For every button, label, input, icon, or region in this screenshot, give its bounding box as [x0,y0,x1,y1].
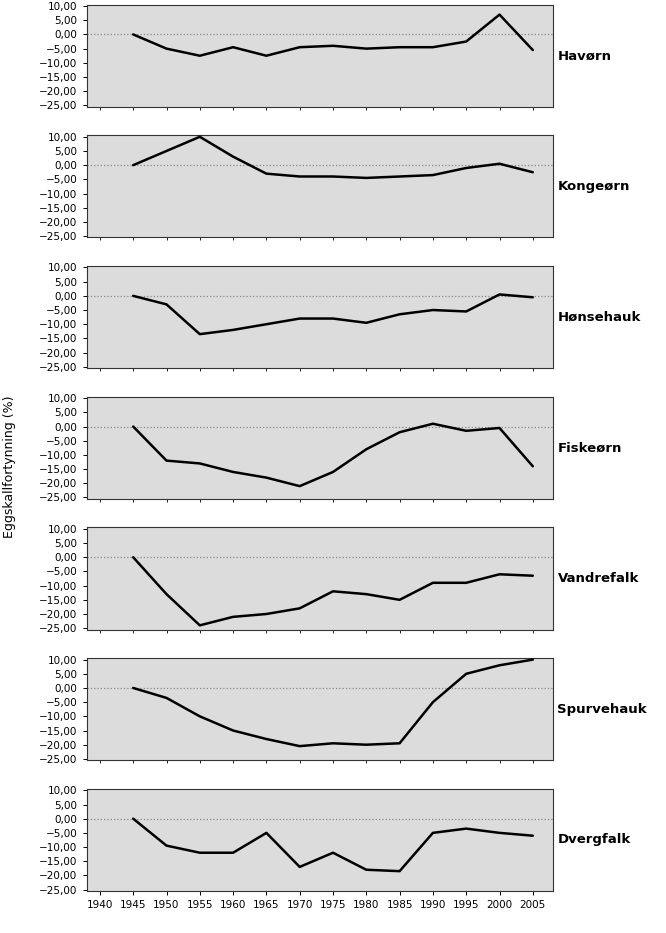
Text: Dvergfalk: Dvergfalk [557,833,631,846]
Text: Spurvehauk: Spurvehauk [557,703,647,716]
Text: Vandrefalk: Vandrefalk [557,572,639,585]
Text: Eggskallfortynning (%): Eggskallfortynning (%) [3,396,17,537]
Text: Fiskeørn: Fiskeørn [557,441,622,454]
Text: Hønsehauk: Hønsehauk [557,311,641,324]
Text: Havørn: Havørn [557,49,611,63]
Text: Kongeørn: Kongeørn [557,180,630,193]
